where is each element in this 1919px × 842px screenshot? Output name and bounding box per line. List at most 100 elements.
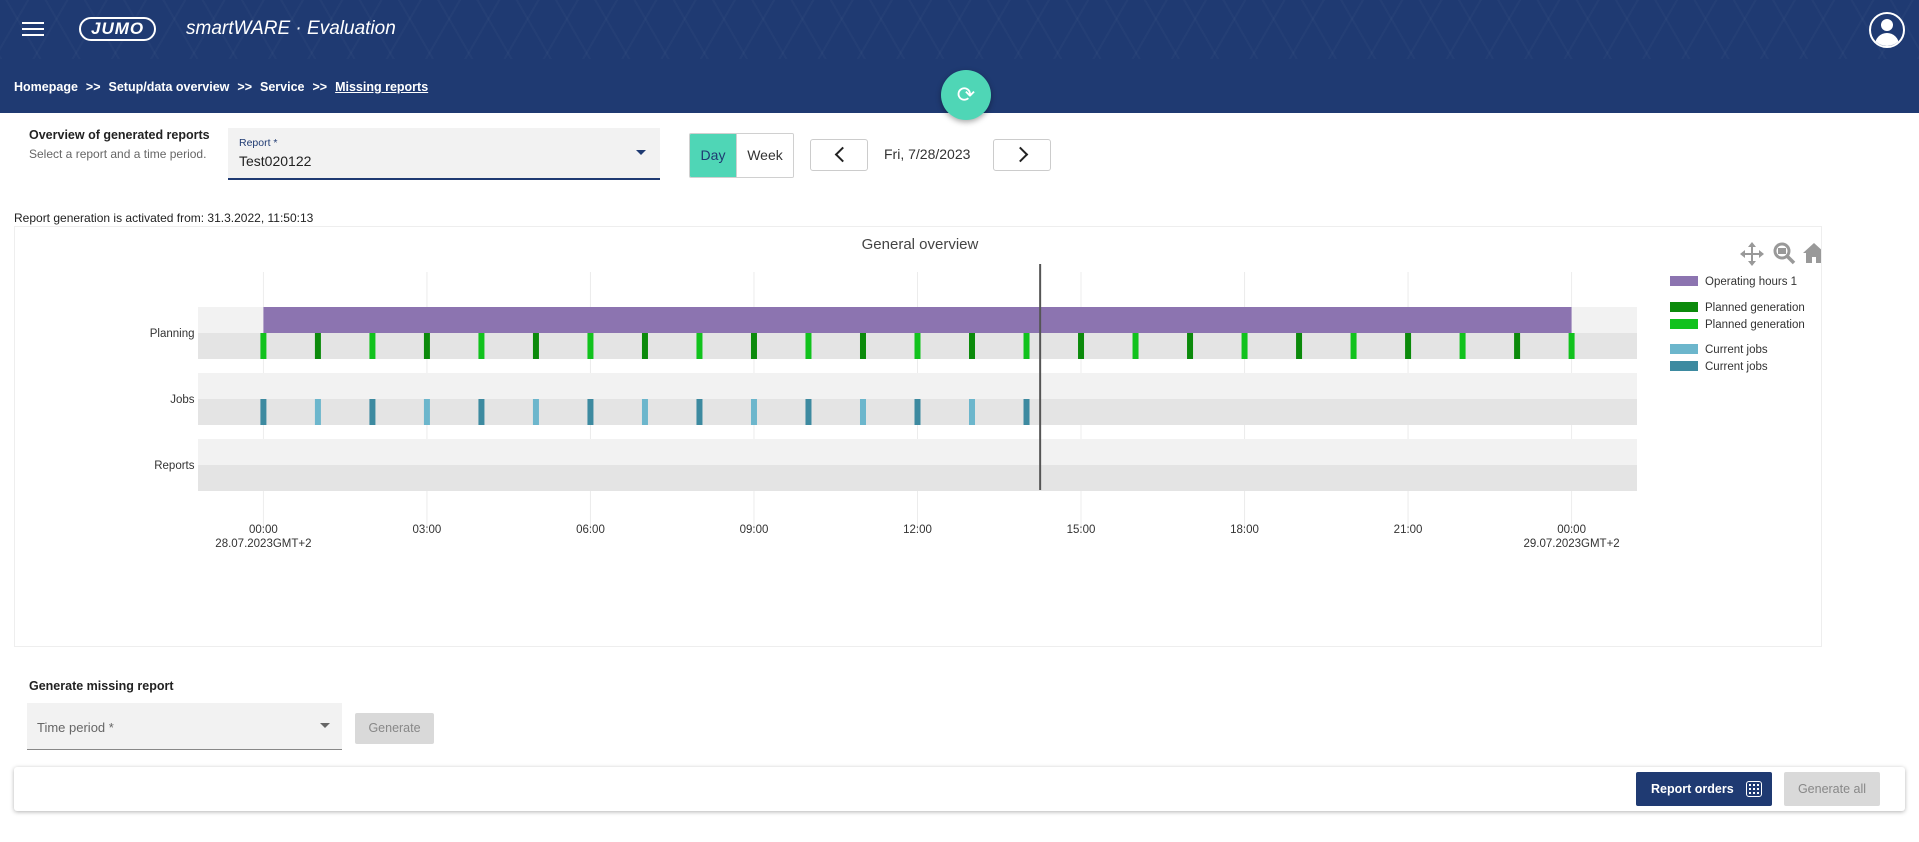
top-header: JUMO smartWARE · Evaluation bbox=[0, 0, 1919, 59]
user-account-icon[interactable] bbox=[1869, 12, 1905, 48]
planned-generation-mark bbox=[805, 333, 812, 359]
time-period-placeholder: Time period * bbox=[37, 720, 114, 735]
current-job-mark bbox=[969, 399, 976, 425]
home-icon[interactable] bbox=[1803, 243, 1821, 263]
current-job-mark bbox=[805, 399, 812, 425]
planned-generation-mark bbox=[750, 333, 757, 359]
current-job-mark bbox=[859, 399, 866, 425]
report-select-value: Test020122 bbox=[239, 153, 312, 169]
breadcrumb-setup-data-overview[interactable]: Setup/data overview bbox=[108, 80, 230, 94]
refresh-icon: ⟳ bbox=[956, 82, 976, 107]
generate-all-button[interactable]: Generate all bbox=[1784, 772, 1880, 806]
report-select[interactable]: Report * Test020122 bbox=[228, 128, 660, 180]
x-tick-label: 12:00 bbox=[903, 524, 932, 536]
x-tick-label: 03:00 bbox=[413, 524, 442, 536]
planned-generation-mark bbox=[314, 333, 321, 359]
planned-generation-mark bbox=[587, 333, 594, 359]
x-date-label: 29.07.2023GMT+2 bbox=[1523, 538, 1619, 550]
row-band bbox=[198, 439, 1637, 465]
hamburger-menu-icon[interactable] bbox=[22, 18, 44, 40]
planned-generation-mark bbox=[696, 333, 703, 359]
generate-title: Generate missing report bbox=[29, 679, 174, 693]
chart-legend: Operating hours 1 Planned generation Plann… bbox=[1670, 276, 1805, 373]
row-label: Jobs bbox=[170, 394, 195, 406]
bottom-action-bar bbox=[14, 767, 1905, 811]
time-period-select[interactable]: Time period * bbox=[27, 703, 342, 750]
breadcrumb-separator: >> bbox=[312, 80, 328, 94]
current-job-mark bbox=[260, 399, 267, 425]
x-tick-label: 21:00 bbox=[1394, 524, 1423, 536]
legend-label: Current jobs bbox=[1705, 344, 1768, 356]
current-job-mark bbox=[587, 399, 594, 425]
x-date-label: 28.07.2023GMT+2 bbox=[215, 538, 311, 550]
chart-toolbar bbox=[1740, 242, 1821, 266]
planned-generation-mark bbox=[1350, 333, 1357, 359]
planned-generation-mark bbox=[1023, 333, 1030, 359]
next-date-button[interactable] bbox=[993, 139, 1051, 171]
report-orders-button[interactable]: Report orders bbox=[1636, 772, 1772, 806]
report-select-label: Report * bbox=[239, 137, 278, 149]
breadcrumb-current[interactable]: Missing reports bbox=[335, 80, 429, 94]
previous-date-button[interactable] bbox=[810, 139, 868, 171]
report-orders-label: Report orders bbox=[1651, 782, 1734, 796]
planned-generation-mark bbox=[641, 333, 648, 359]
current-job-mark bbox=[750, 399, 757, 425]
current-job-mark bbox=[696, 399, 703, 425]
x-tick-label: 18:00 bbox=[1230, 524, 1259, 536]
planned-generation-mark bbox=[1187, 333, 1194, 359]
legend-label: Planned generation bbox=[1705, 302, 1805, 314]
toggle-day[interactable]: Day bbox=[690, 134, 736, 177]
current-job-mark bbox=[1023, 399, 1030, 425]
jumo-logo: JUMO bbox=[79, 17, 157, 41]
x-tick-label: 06:00 bbox=[576, 524, 605, 536]
grid-icon bbox=[1746, 781, 1762, 797]
planned-generation-mark bbox=[1514, 333, 1521, 359]
zoom-icon[interactable] bbox=[1773, 242, 1796, 265]
planned-generation-mark bbox=[532, 333, 539, 359]
planned-generation-mark bbox=[859, 333, 866, 359]
row-label: Reports bbox=[154, 460, 195, 472]
legend-swatch bbox=[1670, 344, 1698, 354]
legend-label: Operating hours 1 bbox=[1705, 276, 1797, 288]
legend-label: Current jobs bbox=[1705, 361, 1768, 373]
planned-generation-mark bbox=[1459, 333, 1466, 359]
app-title: smartWARE · Evaluation bbox=[186, 18, 396, 39]
pan-icon[interactable] bbox=[1740, 242, 1764, 266]
planned-generation-mark bbox=[423, 333, 430, 359]
legend-swatch bbox=[1670, 302, 1698, 312]
legend-swatch bbox=[1670, 361, 1698, 371]
planned-generation-mark bbox=[260, 333, 267, 359]
x-tick-label: 00:00 bbox=[249, 524, 278, 536]
legend-swatch bbox=[1670, 276, 1698, 286]
current-job-mark bbox=[423, 399, 430, 425]
current-date: Fri, 7/28/2023 bbox=[884, 146, 971, 162]
general-overview-chart[interactable]: General overview Planning Jobs Reports 00:0… bbox=[15, 227, 1821, 646]
row-band bbox=[198, 465, 1637, 491]
x-tick-label: 15:00 bbox=[1067, 524, 1096, 536]
breadcrumb-service[interactable]: Service bbox=[260, 80, 305, 94]
planned-generation-mark bbox=[914, 333, 921, 359]
planned-generation-mark bbox=[1405, 333, 1412, 359]
current-job-mark bbox=[369, 399, 376, 425]
planned-generation-mark bbox=[369, 333, 376, 359]
current-job-mark bbox=[314, 399, 321, 425]
row-band bbox=[198, 373, 1637, 399]
generate-button[interactable]: Generate bbox=[355, 713, 434, 744]
breadcrumb-homepage[interactable]: Homepage bbox=[14, 80, 78, 94]
chevron-left-icon bbox=[834, 146, 851, 163]
dropdown-caret-icon bbox=[636, 150, 646, 155]
refresh-button[interactable]: ⟳ bbox=[941, 70, 991, 120]
overview-title: Overview of generated reports bbox=[29, 128, 210, 142]
planned-generation-mark bbox=[1132, 333, 1139, 359]
planned-generation-mark bbox=[1296, 333, 1303, 359]
plot-area: Planning Jobs Reports 00:00 03:00 06:00 09:00 1… bbox=[150, 264, 1637, 550]
chevron-right-icon bbox=[1012, 146, 1029, 163]
toggle-week[interactable]: Week bbox=[736, 134, 793, 177]
x-tick-label: 00:00 bbox=[1557, 524, 1586, 536]
current-job-mark bbox=[914, 399, 921, 425]
current-job-mark bbox=[532, 399, 539, 425]
legend-swatch bbox=[1670, 319, 1698, 329]
planned-generation-mark bbox=[1568, 333, 1575, 359]
current-job-mark bbox=[478, 399, 485, 425]
planned-generation-mark bbox=[478, 333, 485, 359]
